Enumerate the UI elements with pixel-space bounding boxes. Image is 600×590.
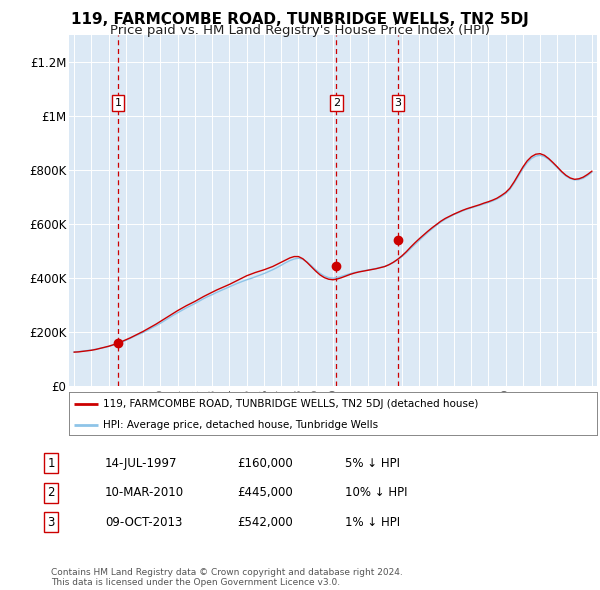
Text: 3: 3 (47, 516, 55, 529)
Text: £445,000: £445,000 (237, 486, 293, 499)
Text: £542,000: £542,000 (237, 516, 293, 529)
Text: 09-OCT-2013: 09-OCT-2013 (105, 516, 182, 529)
Text: 5% ↓ HPI: 5% ↓ HPI (345, 457, 400, 470)
Text: £160,000: £160,000 (237, 457, 293, 470)
Text: 10-MAR-2010: 10-MAR-2010 (105, 486, 184, 499)
Text: 14-JUL-1997: 14-JUL-1997 (105, 457, 178, 470)
Text: Contains HM Land Registry data © Crown copyright and database right 2024.
This d: Contains HM Land Registry data © Crown c… (51, 568, 403, 587)
Text: 2: 2 (333, 98, 340, 108)
Text: 10% ↓ HPI: 10% ↓ HPI (345, 486, 407, 499)
Text: HPI: Average price, detached house, Tunbridge Wells: HPI: Average price, detached house, Tunb… (103, 419, 379, 430)
Text: 119, FARMCOMBE ROAD, TUNBRIDGE WELLS, TN2 5DJ: 119, FARMCOMBE ROAD, TUNBRIDGE WELLS, TN… (71, 12, 529, 27)
Text: 1% ↓ HPI: 1% ↓ HPI (345, 516, 400, 529)
Text: Price paid vs. HM Land Registry's House Price Index (HPI): Price paid vs. HM Land Registry's House … (110, 24, 490, 37)
Text: 1: 1 (47, 457, 55, 470)
Text: 3: 3 (395, 98, 401, 108)
Text: 1: 1 (115, 98, 122, 108)
Text: 2: 2 (47, 486, 55, 499)
Text: 119, FARMCOMBE ROAD, TUNBRIDGE WELLS, TN2 5DJ (detached house): 119, FARMCOMBE ROAD, TUNBRIDGE WELLS, TN… (103, 399, 479, 409)
